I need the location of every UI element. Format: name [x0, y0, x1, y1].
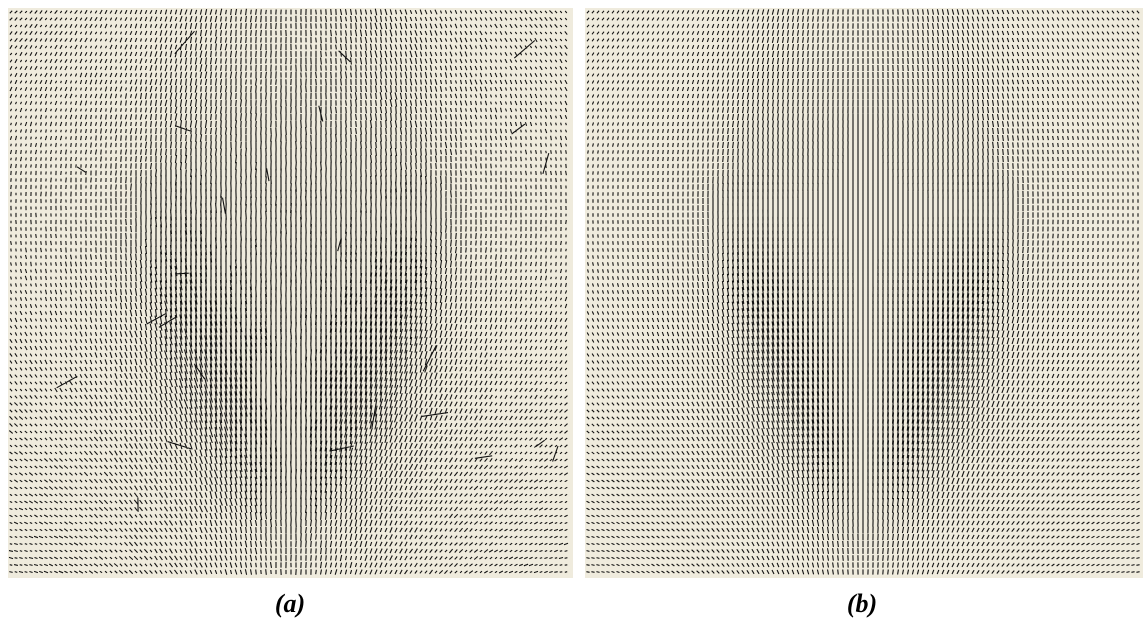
vector-field-b — [586, 9, 1140, 575]
vector-field-a — [8, 8, 569, 575]
panel-a-label: (a) — [275, 589, 305, 618]
panel-b-label: (b) — [847, 589, 877, 618]
